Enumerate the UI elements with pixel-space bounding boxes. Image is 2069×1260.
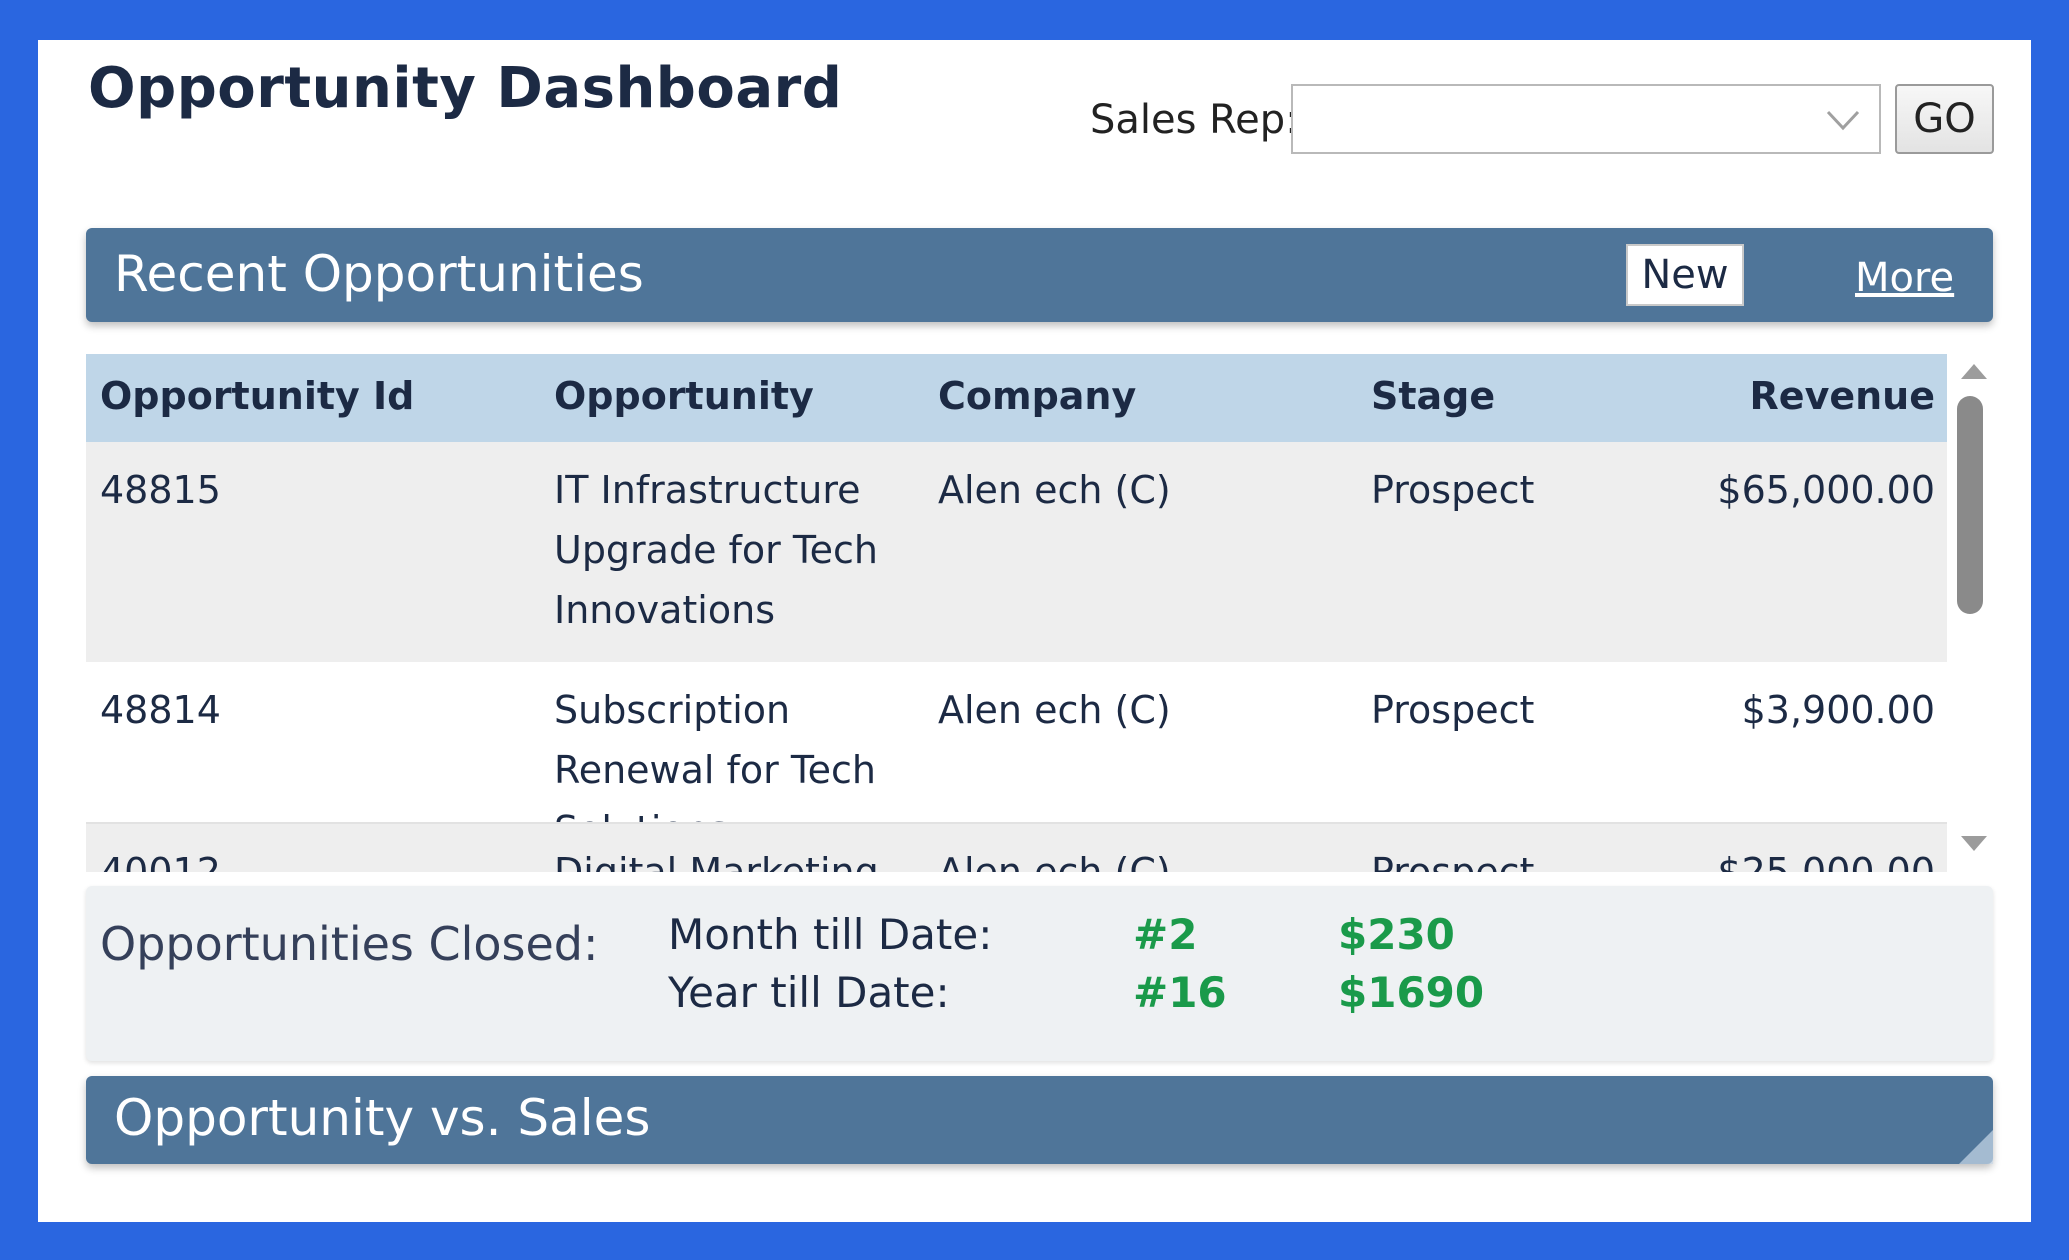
month-till-date-label: Month till Date:	[668, 910, 993, 959]
cell-revenue: $65,000.00	[1717, 468, 1935, 512]
cell-revenue: $3,900.00	[1741, 688, 1935, 732]
table-header-row: Opportunity Id Opportunity Company Stage…	[86, 354, 1947, 442]
cell-opportunity-id: 40012	[100, 850, 221, 872]
column-header-stage[interactable]: Stage	[1371, 374, 1496, 418]
column-header-revenue[interactable]: Revenue	[1749, 374, 1935, 418]
scroll-up-arrow-icon[interactable]	[1961, 364, 1987, 379]
cell-stage: Prospect	[1371, 688, 1535, 732]
scroll-down-arrow-icon[interactable]	[1961, 836, 1987, 851]
cell-revenue: $25,000.00	[1717, 850, 1935, 872]
go-button[interactable]: GO	[1895, 84, 1994, 154]
dashboard-frame: Opportunity Dashboard Sales Rep: GO Rece…	[38, 40, 2031, 1222]
page-title: Opportunity Dashboard	[88, 56, 843, 121]
sales-rep-label: Sales Rep:	[1090, 97, 1299, 143]
cell-stage: Prospect	[1371, 468, 1535, 512]
recent-opportunities-title: Recent Opportunities	[114, 245, 644, 303]
column-header-opportunity[interactable]: Opportunity	[554, 374, 814, 418]
table-scrollbar[interactable]	[1952, 354, 1988, 872]
collapse-corner-icon[interactable]	[1959, 1130, 1993, 1164]
year-amount: $1690	[1338, 968, 1485, 1017]
table-row[interactable]: 48814 Subscription Renewal for Tech Solu…	[86, 662, 1947, 852]
cell-opportunity-id: 48814	[100, 688, 221, 732]
cell-company: Alen ech (C)	[938, 688, 1171, 732]
cell-company: Alen ech (C)	[938, 468, 1171, 512]
opportunities-table: Opportunity Id Opportunity Company Stage…	[86, 354, 1993, 872]
month-amount: $230	[1338, 910, 1455, 959]
chevron-down-icon	[1826, 110, 1860, 131]
column-header-opportunity-id[interactable]: Opportunity Id	[100, 374, 415, 418]
year-till-date-label: Year till Date:	[668, 968, 950, 1017]
table-row[interactable]: 40012 Digital Marketing Alen ech (C) Pro…	[86, 822, 1947, 872]
year-count: #16	[1133, 968, 1227, 1017]
new-button[interactable]: New	[1626, 244, 1744, 306]
month-count: #2	[1133, 910, 1198, 959]
opportunity-vs-sales-title: Opportunity vs. Sales	[114, 1089, 651, 1147]
opportunities-closed-panel: Opportunities Closed: Month till Date: #…	[86, 886, 1993, 1061]
opportunities-closed-label: Opportunities Closed:	[100, 917, 599, 971]
cell-company: Alen ech (C)	[938, 850, 1171, 872]
cell-opportunity: Digital Marketing	[554, 850, 879, 872]
table-grid: Opportunity Id Opportunity Company Stage…	[86, 354, 1947, 872]
cell-opportunity: IT Infrastructure Upgrade for Tech Innov…	[554, 468, 878, 632]
recent-opportunities-header: Recent Opportunities New More	[86, 228, 1993, 322]
column-header-company[interactable]: Company	[938, 374, 1137, 418]
table-row[interactable]: 48815 IT Infrastructure Upgrade for Tech…	[86, 442, 1947, 662]
scroll-thumb[interactable]	[1957, 396, 1983, 614]
cell-stage: Prospect	[1371, 850, 1535, 872]
sales-rep-select[interactable]	[1291, 84, 1881, 154]
more-link[interactable]: More	[1855, 255, 1955, 301]
cell-opportunity-id: 48815	[100, 468, 221, 512]
opportunity-vs-sales-header[interactable]: Opportunity vs. Sales	[86, 1076, 1993, 1164]
